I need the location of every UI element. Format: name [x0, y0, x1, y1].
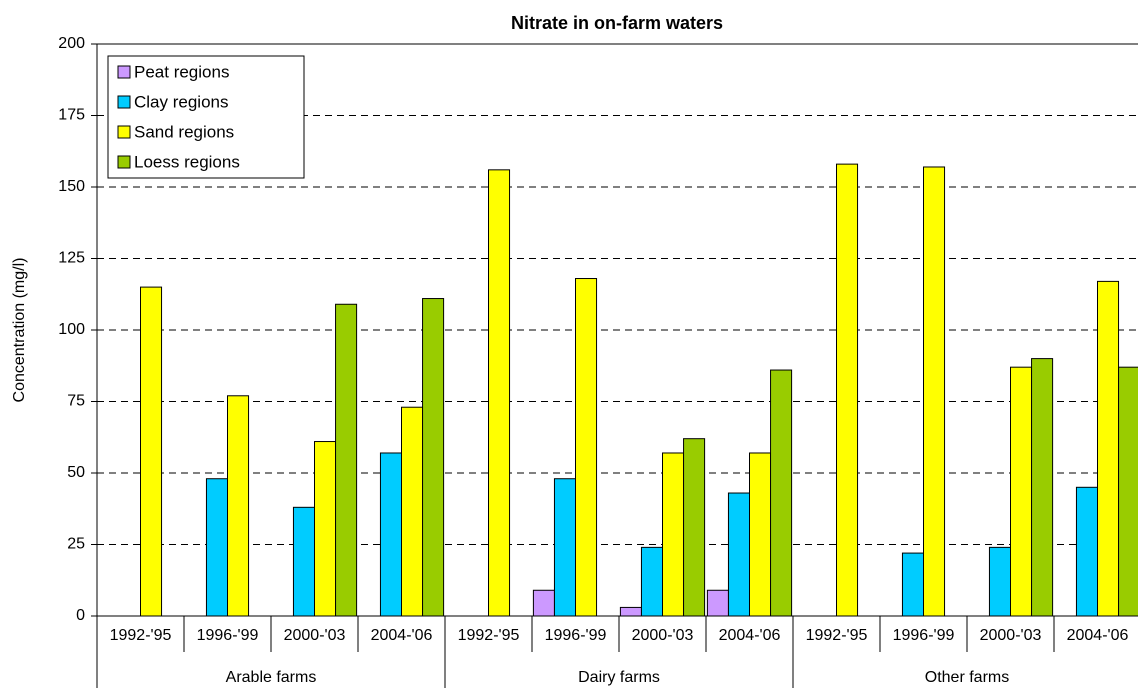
y-tick-label: 25 — [67, 536, 85, 553]
legend-swatch — [117, 65, 131, 79]
legend-swatch — [117, 125, 131, 139]
legend-box — [107, 55, 305, 179]
bar — [749, 452, 772, 617]
bar — [1118, 366, 1138, 617]
legend-swatch — [117, 155, 131, 169]
x-tick-label: 1996-'99 — [893, 627, 955, 644]
bar — [706, 589, 729, 617]
bar — [1097, 280, 1120, 617]
x-tick-label: 1996-'99 — [197, 627, 259, 644]
x-tick-label: 2000-'03 — [980, 627, 1042, 644]
x-tick-label: 1992-'95 — [458, 627, 520, 644]
bar — [335, 303, 358, 617]
bar — [553, 478, 576, 617]
x-tick-label: 2004-'06 — [719, 627, 781, 644]
y-tick-label: 150 — [58, 178, 85, 195]
bar — [1010, 366, 1033, 617]
bar — [532, 589, 555, 617]
bar — [923, 166, 946, 617]
x-tick-label: 2004-'06 — [1067, 627, 1129, 644]
bar — [205, 478, 228, 617]
bar — [140, 286, 163, 617]
y-axis-label: Concentration (mg/l) — [11, 258, 28, 403]
bar — [422, 298, 445, 617]
bar — [379, 452, 403, 617]
legend-label: Peat regions — [134, 62, 229, 81]
legend-label: Clay regions — [134, 92, 229, 111]
legend-label: Sand regions — [134, 122, 234, 141]
bar — [770, 369, 793, 617]
y-tick-label: 125 — [58, 250, 85, 267]
y-tick-label: 0 — [76, 607, 85, 624]
x-tick-label: 1992-'95 — [806, 627, 868, 644]
y-tick-label: 75 — [67, 393, 85, 410]
chart-title: Nitrate in on-farm waters — [511, 13, 723, 33]
x-tick-label: 1996-'99 — [545, 627, 607, 644]
bar — [640, 546, 663, 617]
group-label: Arable farms — [226, 669, 317, 686]
x-tick-label: 2004-'06 — [371, 627, 433, 644]
group-label: Other farms — [925, 669, 1009, 686]
bar — [662, 452, 685, 617]
bar — [488, 169, 511, 617]
bar — [227, 395, 250, 617]
bar — [836, 163, 859, 617]
group-label: Dairy farms — [578, 669, 660, 686]
bar — [292, 506, 316, 617]
x-tick-label: 2000-'03 — [284, 627, 346, 644]
bar — [1075, 486, 1099, 617]
y-tick-label: 100 — [58, 321, 85, 338]
y-tick-label: 175 — [58, 107, 85, 124]
bar — [575, 278, 598, 617]
y-tick-label: 200 — [58, 35, 85, 52]
bar — [727, 492, 750, 617]
x-tick-label: 2000-'03 — [632, 627, 694, 644]
bar — [901, 552, 924, 617]
bar — [1031, 358, 1054, 617]
bar — [314, 441, 337, 617]
x-tick-label: 1992-'95 — [110, 627, 172, 644]
bar — [619, 606, 642, 617]
bar — [401, 406, 424, 617]
legend-swatch — [117, 95, 131, 109]
bar — [683, 438, 706, 617]
bar — [988, 546, 1011, 617]
y-tick-label: 50 — [67, 464, 85, 481]
legend-label: Loess regions — [134, 152, 240, 171]
